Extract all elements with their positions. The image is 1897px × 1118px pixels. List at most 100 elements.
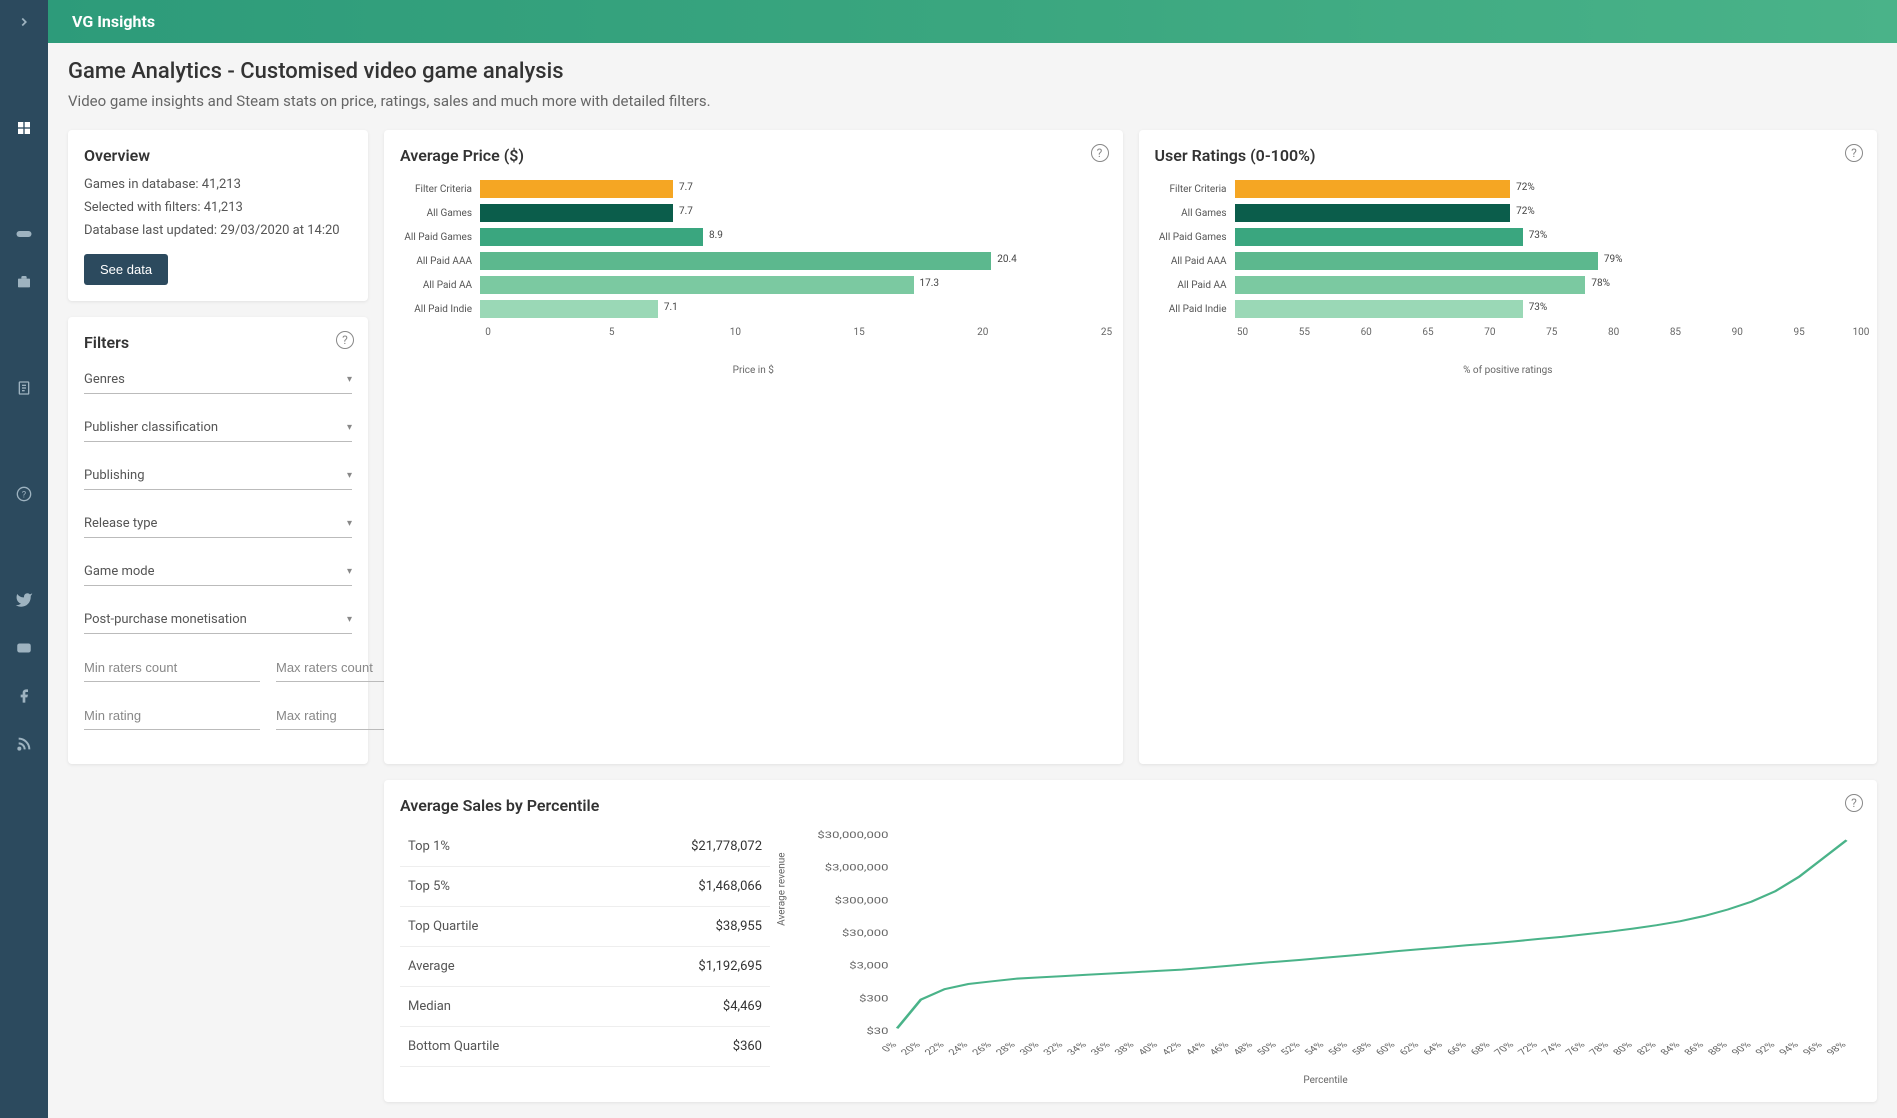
bar-label: All Paid AA (1155, 280, 1235, 291)
price-help-icon[interactable]: ? (1091, 144, 1109, 162)
svg-text:50%: 50% (1255, 1040, 1279, 1057)
svg-text:36%: 36% (1089, 1040, 1113, 1057)
axis-tick: 95 (1794, 327, 1805, 338)
axis-tick: 100 (1853, 327, 1870, 338)
sales-row-value: $21,778,072 (691, 839, 762, 854)
axis-tick: 70 (1484, 327, 1495, 338)
gamepad-icon[interactable] (14, 224, 34, 244)
dashboard-icon[interactable] (14, 118, 34, 138)
overview-updated: Database last updated: 29/03/2020 at 14:… (84, 223, 352, 238)
bar-fill (1235, 276, 1586, 294)
axis-label: Price in $ (400, 365, 1107, 376)
ratings-chart-title: User Ratings (0-100%) (1155, 146, 1862, 165)
bar-value: 7.1 (664, 302, 678, 313)
y-axis-label: Average revenue (777, 852, 788, 925)
bar-fill (480, 204, 673, 222)
overview-title: Overview (84, 146, 352, 165)
filter-select-genres[interactable]: Genres (84, 364, 352, 394)
filter-select-game-mode[interactable]: Game mode (84, 556, 352, 586)
filter-select-publishing[interactable]: Publishing (84, 460, 352, 490)
filters-title: Filters (84, 333, 352, 352)
svg-text:76%: 76% (1564, 1040, 1588, 1057)
discord-icon[interactable] (14, 638, 34, 658)
rss-icon[interactable] (14, 734, 34, 754)
expand-icon[interactable] (14, 12, 34, 32)
svg-text:86%: 86% (1682, 1040, 1706, 1057)
bar-label: All Paid Indie (400, 304, 480, 315)
bar-row: All Paid AA 78% (1155, 273, 1862, 297)
sales-table: Top 1%$21,778,072Top 5%$1,468,066Top Qua… (400, 827, 770, 1086)
page-title: Game Analytics - Customised video game a… (68, 59, 1877, 84)
bar-label: All Paid Indie (1155, 304, 1235, 315)
bar-value: 78% (1591, 278, 1610, 289)
min-rating-input[interactable] (84, 700, 260, 730)
filter-select-publisher-classification[interactable]: Publisher classification (84, 412, 352, 442)
sales-help-icon[interactable]: ? (1845, 794, 1863, 812)
axis-tick: 90 (1732, 327, 1743, 338)
svg-text:96%: 96% (1801, 1040, 1825, 1057)
bar-label: All Paid AAA (400, 256, 480, 267)
svg-text:56%: 56% (1326, 1040, 1350, 1057)
svg-text:84%: 84% (1659, 1040, 1683, 1057)
sales-row-key: Bottom Quartile (408, 1039, 733, 1054)
sales-line-chart: Average revenue $30,000,000$3,000,000$30… (790, 827, 1861, 1086)
overview-card: Overview Games in database: 41,213 Selec… (68, 130, 368, 301)
svg-text:$300: $300 (859, 993, 888, 1003)
bar-value: 8.9 (709, 230, 723, 241)
svg-text:22%: 22% (923, 1040, 947, 1057)
svg-text:?: ? (22, 489, 27, 500)
min-raters-input[interactable] (84, 652, 260, 682)
bar-row: All Paid Games8.9 (400, 225, 1107, 249)
twitter-icon[interactable] (14, 590, 34, 610)
help-icon[interactable]: ? (14, 484, 34, 504)
filter-select-release-type[interactable]: Release type (84, 508, 352, 538)
bar-label: All Paid Games (1155, 232, 1235, 243)
svg-text:64%: 64% (1421, 1040, 1445, 1057)
bar-row: All Games7.7 (400, 201, 1107, 225)
bar-label: Filter Criteria (1155, 184, 1235, 195)
bar-row: All Paid Indie 7.1 (400, 297, 1107, 321)
filter-select-post-purchase-monetisation[interactable]: Post-purchase monetisation (84, 604, 352, 634)
svg-text:38%: 38% (1113, 1040, 1137, 1057)
svg-text:80%: 80% (1611, 1040, 1635, 1057)
brand-title: VG Insights (72, 12, 155, 31)
sales-card: ? Average Sales by Percentile Top 1%$21,… (384, 780, 1877, 1102)
bar-value: 17.3 (920, 278, 940, 289)
bar-row: All Paid Indie73% (1155, 297, 1862, 321)
sales-row-key: Average (408, 959, 698, 974)
bar-label: Filter Criteria (400, 184, 480, 195)
bar-row: Filter Criteria72% (1155, 177, 1862, 201)
see-data-button[interactable]: See data (84, 254, 168, 285)
svg-text:88%: 88% (1706, 1040, 1730, 1057)
bar-row: All Paid AAA20.4 (400, 249, 1107, 273)
svg-text:40%: 40% (1136, 1040, 1160, 1057)
filters-card: ? Filters Genres Publisher classification… (68, 317, 368, 764)
bar-value: 72% (1516, 206, 1535, 217)
bar-fill (1235, 300, 1523, 318)
axis-tick: 65 (1422, 327, 1433, 338)
facebook-icon[interactable] (14, 686, 34, 706)
svg-text:24%: 24% (947, 1040, 971, 1057)
briefcase-icon[interactable] (14, 272, 34, 292)
bar-row: All Games72% (1155, 201, 1862, 225)
svg-text:$30: $30 (866, 1026, 888, 1036)
ratings-help-icon[interactable]: ? (1845, 144, 1863, 162)
svg-text:44%: 44% (1184, 1040, 1208, 1057)
sales-row: Median$4,469 (400, 987, 770, 1027)
sales-row: Top Quartile$38,955 (400, 907, 770, 947)
axis-tick: 85 (1670, 327, 1681, 338)
axis-tick: 50 (1237, 327, 1248, 338)
axis-tick: 15 (853, 327, 864, 338)
price-chart-title: Average Price ($) (400, 146, 1107, 165)
ratings-chart-card: ? User Ratings (0-100%) Filter Criteria7… (1139, 130, 1878, 764)
sales-row: Top 5%$1,468,066 (400, 867, 770, 907)
axis-tick: 25 (1101, 327, 1112, 338)
sales-row: Bottom Quartile$360 (400, 1027, 770, 1067)
bar-fill (480, 276, 914, 294)
document-icon[interactable] (14, 378, 34, 398)
axis-tick: 55 (1299, 327, 1310, 338)
x-axis-label: Percentile (790, 1075, 1861, 1086)
filters-help-icon[interactable]: ? (336, 331, 354, 349)
svg-text:$3,000,000: $3,000,000 (825, 863, 889, 873)
svg-text:60%: 60% (1374, 1040, 1398, 1057)
